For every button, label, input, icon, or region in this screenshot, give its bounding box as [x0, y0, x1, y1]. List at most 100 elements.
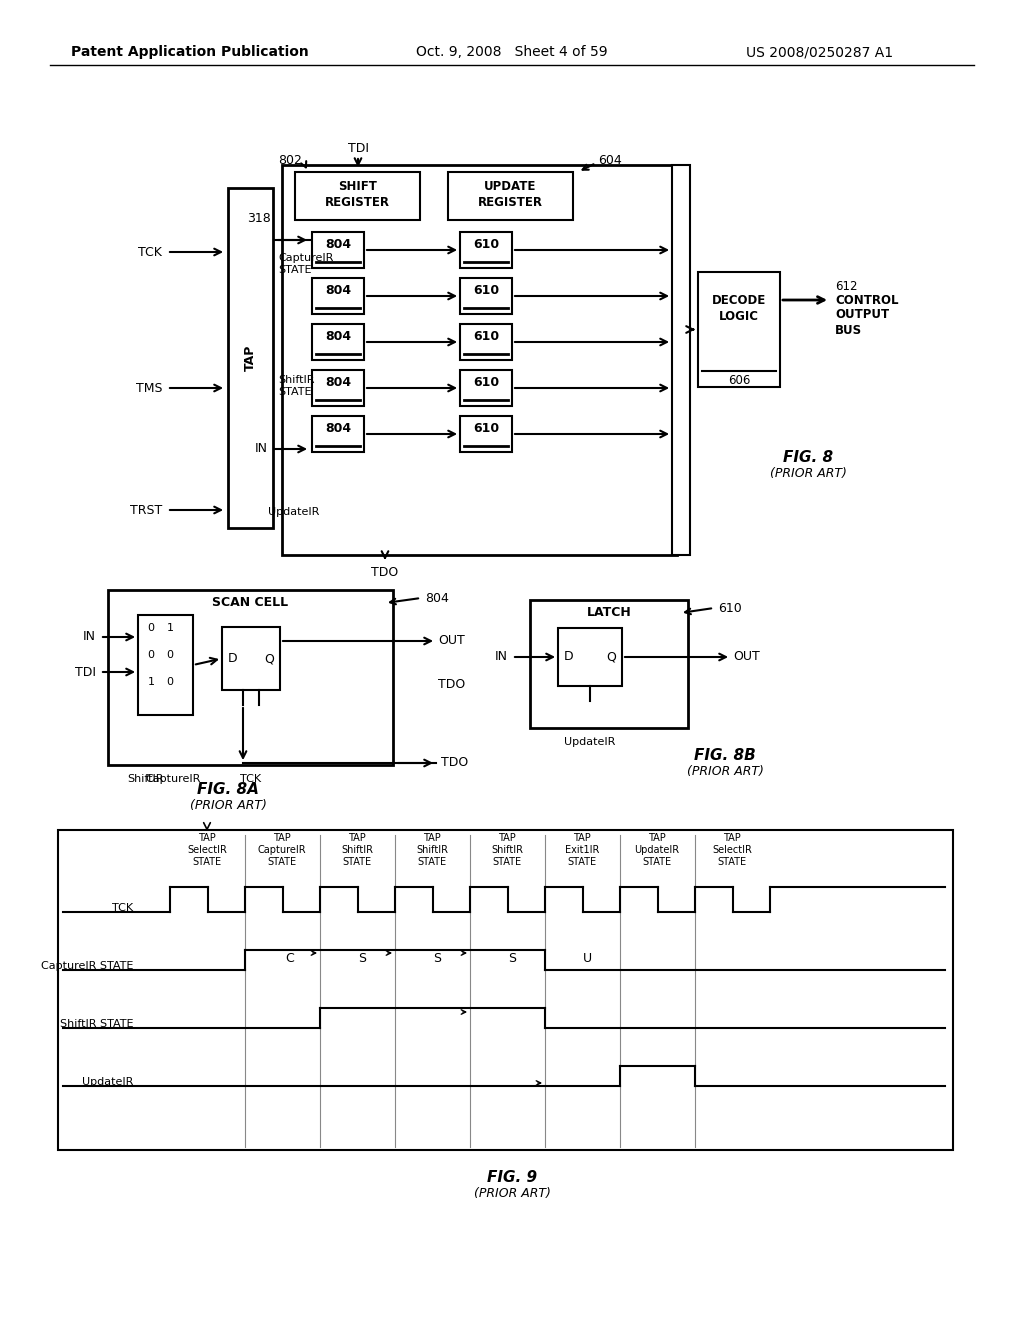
Text: 606: 606	[728, 374, 751, 387]
Text: OUT: OUT	[733, 651, 760, 664]
Text: 612: 612	[835, 280, 857, 293]
Text: IN: IN	[495, 651, 508, 664]
Text: US 2008/0250287 A1: US 2008/0250287 A1	[746, 45, 894, 59]
Bar	[558, 628, 622, 686]
Text: TAP: TAP	[244, 345, 257, 371]
Text: REGISTER: REGISTER	[325, 195, 390, 209]
Text: 610: 610	[473, 330, 499, 343]
Text: STATE: STATE	[567, 857, 597, 867]
Text: Q: Q	[606, 651, 616, 664]
Text: 604: 604	[598, 154, 622, 168]
Text: TAP: TAP	[723, 833, 741, 843]
Text: Patent Application Publication: Patent Application Publication	[71, 45, 309, 59]
Text: STATE: STATE	[418, 857, 446, 867]
Text: 610: 610	[473, 376, 499, 389]
Text: LATCH: LATCH	[587, 606, 632, 619]
Text: CaptureIR STATE: CaptureIR STATE	[41, 961, 133, 972]
Text: TAP: TAP	[198, 833, 216, 843]
Text: OUTPUT: OUTPUT	[835, 309, 889, 322]
Text: STATE: STATE	[267, 857, 297, 867]
Text: STATE: STATE	[278, 265, 311, 275]
Text: TDI: TDI	[75, 665, 96, 678]
Text: 0: 0	[167, 649, 173, 660]
Text: TAP: TAP	[648, 833, 666, 843]
Text: 804: 804	[325, 422, 351, 436]
Text: TAP: TAP	[573, 833, 591, 843]
Text: (PRIOR ART): (PRIOR ART)	[770, 467, 847, 480]
Bar	[460, 416, 512, 451]
Text: SelectIR: SelectIR	[712, 845, 752, 855]
Text: SHIFT: SHIFT	[338, 180, 377, 193]
Text: CaptureIR: CaptureIR	[278, 253, 334, 263]
Text: C: C	[286, 953, 294, 965]
Text: TCK: TCK	[138, 246, 162, 259]
Text: TDO: TDO	[438, 678, 465, 692]
Bar	[460, 232, 512, 268]
Text: FIG. 8B: FIG. 8B	[694, 748, 756, 763]
Text: 1: 1	[147, 677, 155, 686]
Text: TCK: TCK	[241, 774, 261, 784]
Text: 804: 804	[325, 285, 351, 297]
Text: 1: 1	[167, 623, 173, 634]
Text: 0: 0	[147, 623, 155, 634]
Text: LOGIC: LOGIC	[719, 309, 759, 322]
Bar	[530, 601, 688, 729]
Bar	[228, 187, 273, 528]
Text: Q: Q	[264, 652, 274, 665]
Text: CaptureIR: CaptureIR	[145, 774, 201, 784]
Text: S: S	[508, 953, 516, 965]
Text: 804: 804	[325, 239, 351, 252]
Text: 610: 610	[473, 422, 499, 436]
Bar	[312, 232, 364, 268]
Text: (PRIOR ART): (PRIOR ART)	[189, 800, 266, 813]
Text: ShiftIR: ShiftIR	[128, 774, 164, 784]
Text: UpdateIR: UpdateIR	[635, 845, 680, 855]
Bar	[460, 370, 512, 407]
Bar	[282, 165, 677, 554]
Bar	[108, 590, 393, 766]
Text: TDO: TDO	[372, 565, 398, 578]
Text: IN: IN	[255, 442, 268, 455]
Text: TMS: TMS	[135, 381, 162, 395]
Text: Oct. 9, 2008   Sheet 4 of 59: Oct. 9, 2008 Sheet 4 of 59	[416, 45, 608, 59]
Text: CONTROL: CONTROL	[835, 293, 898, 306]
Text: TRST: TRST	[130, 503, 162, 516]
Text: REGISTER: REGISTER	[478, 195, 543, 209]
Text: 804: 804	[425, 591, 449, 605]
Text: 0: 0	[167, 677, 173, 686]
Text: 610: 610	[473, 285, 499, 297]
Bar	[312, 370, 364, 407]
Text: 318: 318	[247, 211, 270, 224]
Bar	[698, 272, 780, 387]
Text: STATE: STATE	[278, 387, 311, 397]
Text: UpdateIR: UpdateIR	[564, 737, 615, 747]
Text: ShiftIR: ShiftIR	[278, 375, 314, 385]
Text: TAP: TAP	[498, 833, 516, 843]
Text: FIG. 9: FIG. 9	[487, 1171, 537, 1185]
Text: SelectIR: SelectIR	[187, 845, 227, 855]
Bar	[460, 323, 512, 360]
Text: S: S	[358, 953, 366, 965]
Bar	[222, 627, 280, 690]
Text: BUS: BUS	[835, 323, 862, 337]
Bar	[449, 172, 573, 220]
Text: DECODE: DECODE	[712, 293, 766, 306]
Text: (PRIOR ART): (PRIOR ART)	[473, 1188, 551, 1200]
Text: ShiftIR: ShiftIR	[416, 845, 449, 855]
Text: FIG. 8A: FIG. 8A	[197, 783, 259, 797]
Text: ShiftIR STATE: ShiftIR STATE	[59, 1019, 133, 1030]
Text: TAP: TAP	[273, 833, 291, 843]
Text: 804: 804	[325, 330, 351, 343]
Text: TDO: TDO	[441, 756, 468, 770]
Text: TAP: TAP	[423, 833, 441, 843]
Text: 0: 0	[147, 649, 155, 660]
Bar	[138, 615, 193, 715]
Bar	[672, 165, 690, 554]
Text: TDI: TDI	[347, 141, 369, 154]
Text: 804: 804	[325, 376, 351, 389]
Bar	[312, 323, 364, 360]
Text: TAP: TAP	[348, 833, 366, 843]
Text: 610: 610	[718, 602, 741, 615]
Bar	[460, 279, 512, 314]
Text: SCAN CELL: SCAN CELL	[212, 597, 289, 610]
